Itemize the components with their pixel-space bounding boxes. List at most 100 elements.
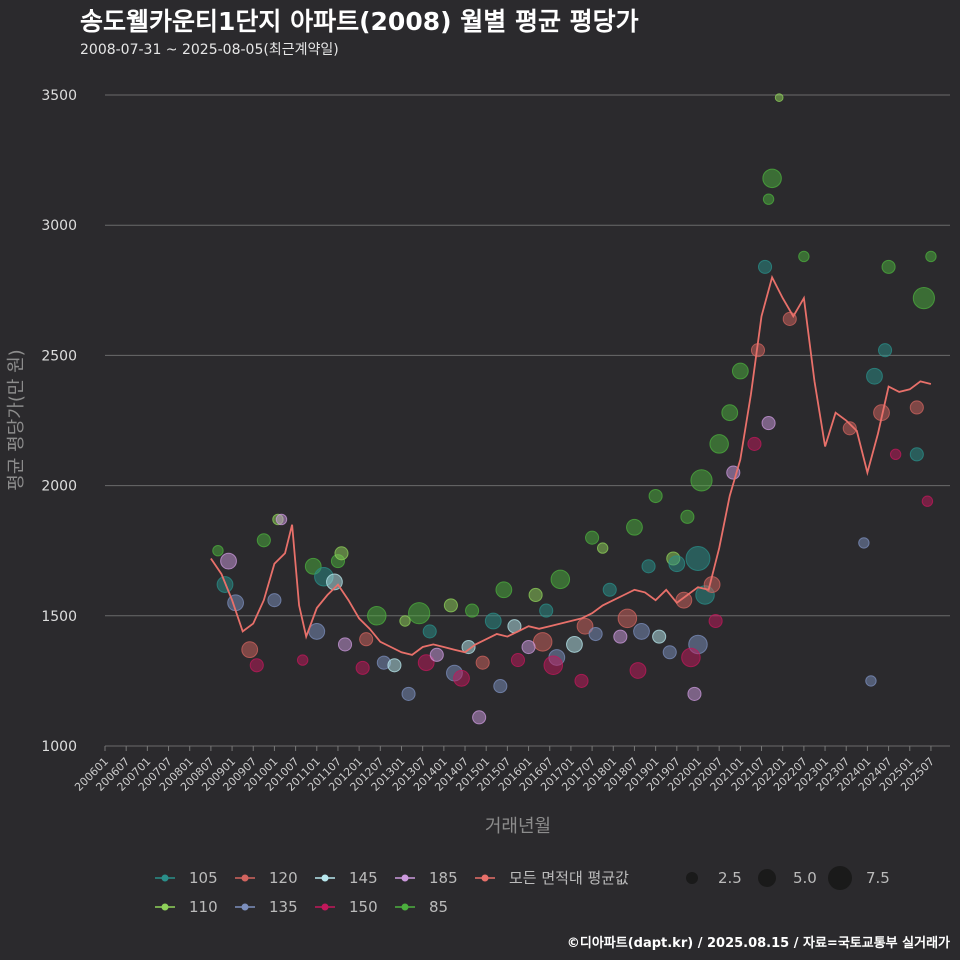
point-150 [296,654,309,666]
point-150 [453,669,470,687]
point-105 [668,555,686,573]
point-120 [675,591,693,609]
point-145 [652,629,667,644]
point-120 [842,421,857,436]
legend-label: 120 [269,869,298,887]
grid-lines [105,94,950,747]
source-caption: ©디아파트(dapt.kr) / 2025.08.15 / 자료=국토교통부 실… [567,935,950,951]
point-150 [889,448,902,461]
point-135 [633,623,650,640]
point-150 [629,662,647,679]
point-120 [475,655,490,670]
point-85 [495,581,513,599]
point-185 [761,416,776,431]
legend-swatch-dot [161,903,169,911]
y-axis-label: 평균 평당가(만 원) [6,349,27,490]
point-150 [355,660,370,675]
point-85 [465,603,480,618]
point-145 [461,639,476,655]
point-150 [543,655,564,676]
point-85 [648,488,663,504]
point-185 [337,637,353,652]
point-85 [881,259,896,274]
point-110 [528,587,543,603]
point-135 [858,537,870,549]
y-axis-ticks: 1000 1500 2000 2500 3000 3500 [41,88,77,755]
point-85 [709,434,729,454]
point-105 [757,259,773,274]
point-135 [662,645,677,660]
point-145 [566,636,583,653]
point-185 [613,629,628,644]
legend-swatch-dot [401,903,409,911]
size-legend-label: 7.5 [866,869,890,887]
point-145 [387,658,402,673]
point-105 [484,612,502,630]
size-legend-circle [828,866,852,890]
point-85 [798,250,810,263]
point-150 [747,436,762,451]
point-150 [574,673,589,688]
point-135 [865,675,877,687]
legend-label: 85 [429,898,448,916]
size-legend-circle [758,869,776,887]
point-110 [774,93,784,102]
point-110 [443,598,458,613]
point-85 [626,518,643,536]
point-120 [241,641,259,659]
legend-swatch-dot [321,903,329,911]
average-line [210,274,932,656]
size-legend-label: 5.0 [793,869,817,887]
point-150 [417,654,435,672]
legend-swatch-dot [401,874,409,882]
point-105 [866,367,883,385]
legend-label: 150 [349,898,378,916]
point-85 [762,193,775,205]
y-tick-label: 1500 [41,609,77,625]
point-85 [721,404,739,422]
legend-label: 모든 면적대 평균값 [509,869,629,887]
point-135 [308,623,326,640]
y-tick-label: 2000 [41,479,77,495]
point-105 [909,447,924,462]
point-185 [429,647,444,662]
legend-label: 145 [349,869,378,887]
legend-swatch-dot [241,874,249,882]
point-185 [220,552,237,570]
point-85 [680,509,695,524]
y-tick-label: 3000 [41,218,77,234]
point-85 [762,168,782,189]
point-150 [510,653,526,668]
legend-swatch-dot [481,874,489,882]
chart-title: 송도웰카운티1단지 아파트(2008) 월별 평균 평당가 [80,7,639,36]
point-85 [731,362,749,380]
point-150 [708,613,723,629]
x-axis-label: 거래년월 [485,816,551,837]
point-110 [334,546,349,561]
legend-label: 185 [429,869,458,887]
point-85 [690,469,713,492]
point-110 [596,542,609,554]
chart-subtitle: 2008-07-31 ~ 2025-08-05(최근계약일) [80,42,339,58]
average-line-group [210,274,932,656]
point-135 [493,679,508,694]
legend-label: 105 [189,869,218,887]
y-tick-label: 3500 [41,88,77,104]
point-85 [550,569,571,590]
point-150 [681,647,701,668]
y-tick-label: 1000 [41,739,77,755]
point-85 [925,250,937,263]
point-105 [641,559,656,574]
point-120 [909,400,924,415]
point-185 [275,513,288,526]
legend-label: 135 [269,898,298,916]
point-105 [539,603,554,618]
point-150 [921,495,934,507]
point-135 [267,593,282,608]
point-135 [401,686,416,701]
point-85 [912,287,935,310]
point-85 [408,602,431,625]
point-120 [359,632,374,647]
point-185 [472,710,487,725]
